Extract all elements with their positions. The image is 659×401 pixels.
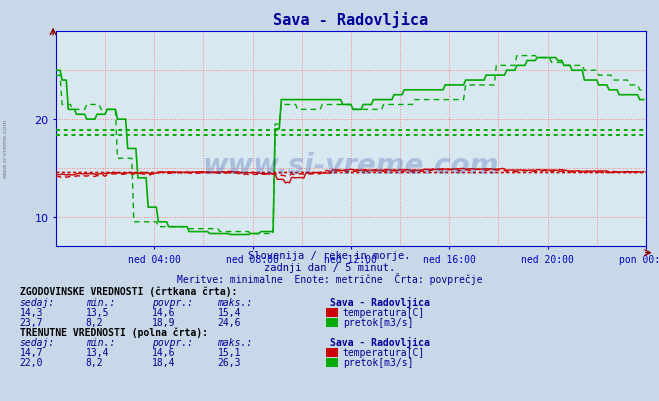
Text: sedaj:: sedaj:	[20, 337, 55, 347]
Text: TRENUTNE VREDNOSTI (polna črta):: TRENUTNE VREDNOSTI (polna črta):	[20, 326, 208, 337]
Text: 15,4: 15,4	[217, 307, 241, 317]
Text: Meritve: minimalne  Enote: metrične  Črta: povprečje: Meritve: minimalne Enote: metrične Črta:…	[177, 273, 482, 285]
Text: 18,4: 18,4	[152, 357, 175, 367]
Text: 24,6: 24,6	[217, 317, 241, 327]
Text: 23,7: 23,7	[20, 317, 43, 327]
Text: min.:: min.:	[86, 297, 115, 307]
Text: pretok[m3/s]: pretok[m3/s]	[343, 357, 413, 367]
Text: 8,2: 8,2	[86, 317, 103, 327]
Text: www.si-vreme.com: www.si-vreme.com	[3, 119, 8, 178]
Text: 13,4: 13,4	[86, 347, 109, 357]
Text: www.si-vreme.com: www.si-vreme.com	[203, 151, 499, 179]
Text: 15,1: 15,1	[217, 347, 241, 357]
Text: ZGODOVINSKE VREDNOSTI (črtkana črta):: ZGODOVINSKE VREDNOSTI (črtkana črta):	[20, 286, 237, 297]
Text: 26,3: 26,3	[217, 357, 241, 367]
Text: Sava - Radovljica: Sava - Radovljica	[330, 336, 430, 347]
Text: povpr.:: povpr.:	[152, 297, 192, 307]
Text: 13,5: 13,5	[86, 307, 109, 317]
Text: pretok[m3/s]: pretok[m3/s]	[343, 317, 413, 327]
Text: zadnji dan / 5 minut.: zadnji dan / 5 minut.	[264, 263, 395, 273]
Text: 8,2: 8,2	[86, 357, 103, 367]
Text: maks.:: maks.:	[217, 337, 252, 347]
Text: Slovenija / reke in morje.: Slovenija / reke in morje.	[248, 251, 411, 261]
Text: 14,6: 14,6	[152, 307, 175, 317]
Text: 14,6: 14,6	[152, 347, 175, 357]
Text: maks.:: maks.:	[217, 297, 252, 307]
Text: 14,3: 14,3	[20, 307, 43, 317]
Text: 18,9: 18,9	[152, 317, 175, 327]
Title: Sava - Radovljica: Sava - Radovljica	[273, 11, 428, 28]
Text: povpr.:: povpr.:	[152, 337, 192, 347]
Text: temperatura[C]: temperatura[C]	[343, 347, 425, 357]
Text: min.:: min.:	[86, 337, 115, 347]
Text: 22,0: 22,0	[20, 357, 43, 367]
Text: temperatura[C]: temperatura[C]	[343, 307, 425, 317]
Text: 14,7: 14,7	[20, 347, 43, 357]
Text: sedaj:: sedaj:	[20, 297, 55, 307]
Text: Sava - Radovljica: Sava - Radovljica	[330, 296, 430, 307]
